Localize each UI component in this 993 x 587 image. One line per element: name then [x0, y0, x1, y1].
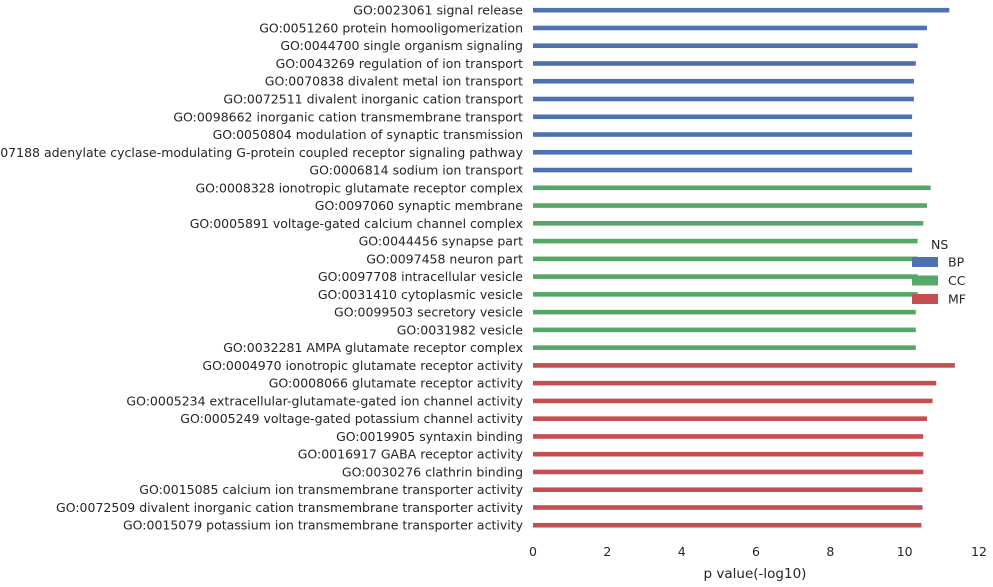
legend: NS BP CC MF	[912, 237, 966, 307]
bar	[533, 61, 916, 66]
bar	[533, 149, 913, 155]
bar	[533, 167, 913, 173]
x-tick-label: 8	[826, 544, 834, 559]
x-tick-label: 0	[529, 544, 537, 559]
bar	[533, 274, 918, 279]
category-label: GO:0044456 synapse part	[359, 234, 523, 249]
category-label: GO:0031982 vesicle	[397, 322, 524, 337]
legend-label: BP	[948, 255, 965, 270]
bar	[533, 309, 916, 315]
category-label: GO:0099503 secretory vesicle	[334, 305, 523, 320]
category-label: GO:0097060 synaptic membrane	[315, 198, 524, 213]
legend-swatch	[912, 257, 938, 267]
category-label: GO:0019905 syntaxin binding	[336, 429, 523, 444]
legend-label: MF	[948, 292, 966, 307]
category-label: GO:0008066 glutamate receptor activity	[269, 376, 524, 391]
category-label: GO:0023061 signal release	[353, 3, 523, 18]
bar	[533, 256, 918, 262]
bar	[533, 522, 922, 528]
category-label: GO:0005891 voltage-gated calcium channel…	[190, 216, 523, 231]
category-label: GO:0070838 divalent metal ion transport	[265, 74, 523, 89]
bar	[533, 114, 913, 120]
bar	[533, 363, 955, 368]
category-label: GO:0016917 GABA receptor activity	[298, 447, 524, 462]
category-label: GO:0007188 adenylate cyclase-modulating …	[0, 145, 524, 160]
category-label: GO:0015085 calcium ion transmembrane tra…	[139, 482, 523, 497]
bar	[533, 25, 927, 31]
category-label: GO:0097708 intracellular vesicle	[318, 269, 523, 284]
category-label: GO:0043269 regulation of ion transport	[276, 56, 524, 71]
bar	[533, 292, 918, 297]
bar	[533, 434, 924, 439]
bar	[533, 238, 918, 244]
category-label: GO:0072509 divalent inorganic cation tra…	[56, 500, 524, 515]
bar	[533, 469, 924, 475]
bar	[533, 7, 950, 13]
bar	[533, 380, 937, 386]
legend-title: NS	[931, 237, 948, 252]
category-label: GO:0008328 ionotropic glutamate receptor…	[196, 180, 524, 195]
category-label: GO:0050804 modulation of synaptic transm…	[213, 127, 523, 142]
bar	[533, 203, 927, 208]
category-label: GO:0004970 ionotropic glutamate receptor…	[202, 358, 523, 373]
bar	[533, 416, 927, 421]
legend-swatch	[912, 275, 938, 286]
bar	[533, 451, 924, 457]
bar	[533, 43, 918, 49]
x-tick-label: 6	[752, 544, 760, 559]
bar	[533, 487, 923, 493]
x-tick-label: 4	[678, 544, 686, 559]
category-label: GO:0044700 single organism signaling	[280, 38, 523, 53]
x-tick-label: 2	[603, 544, 611, 559]
bar	[533, 96, 914, 102]
legend-label: CC	[948, 273, 966, 288]
category-label: GO:0006814 sodium ion transport	[309, 163, 523, 178]
bar	[533, 221, 924, 226]
category-label: GO:0015079 potassium ion transmembrane t…	[123, 518, 524, 533]
category-label: GO:0097458 neuron part	[366, 251, 523, 266]
x-axis-title: p value(-log10)	[704, 566, 807, 582]
bar	[533, 132, 913, 137]
category-label: GO:0031410 cytoplasmic vesicle	[318, 287, 523, 302]
legend-swatch	[912, 294, 938, 304]
category-labels: GO:0023061 signal release GO:0051260 prot…	[0, 3, 524, 533]
category-label: GO:0032281 AMPA glutamate receptor compl…	[223, 340, 523, 355]
bar	[533, 345, 916, 350]
x-tick-label: 12	[971, 544, 987, 559]
category-label: GO:0005249 voltage-gated potassium chann…	[180, 411, 523, 426]
bar	[533, 78, 914, 84]
category-label: GO:0072511 divalent inorganic cation tra…	[223, 92, 523, 107]
bar	[533, 398, 933, 404]
bar	[533, 327, 916, 333]
x-axis-ticks: 0 2 4 6 8 10 12	[529, 544, 987, 559]
bars-group	[533, 7, 955, 528]
bar	[533, 185, 931, 191]
category-label: GO:0098662 inorganic cation transmembran…	[173, 109, 523, 124]
category-label: GO:0051260 protein homooligomerization	[259, 20, 523, 35]
x-tick-label: 10	[897, 544, 913, 559]
bar	[533, 505, 923, 510]
category-label: GO:0030276 clathrin binding	[342, 464, 523, 479]
category-label: GO:0005234 extracellular-glutamate-gated…	[126, 393, 523, 408]
